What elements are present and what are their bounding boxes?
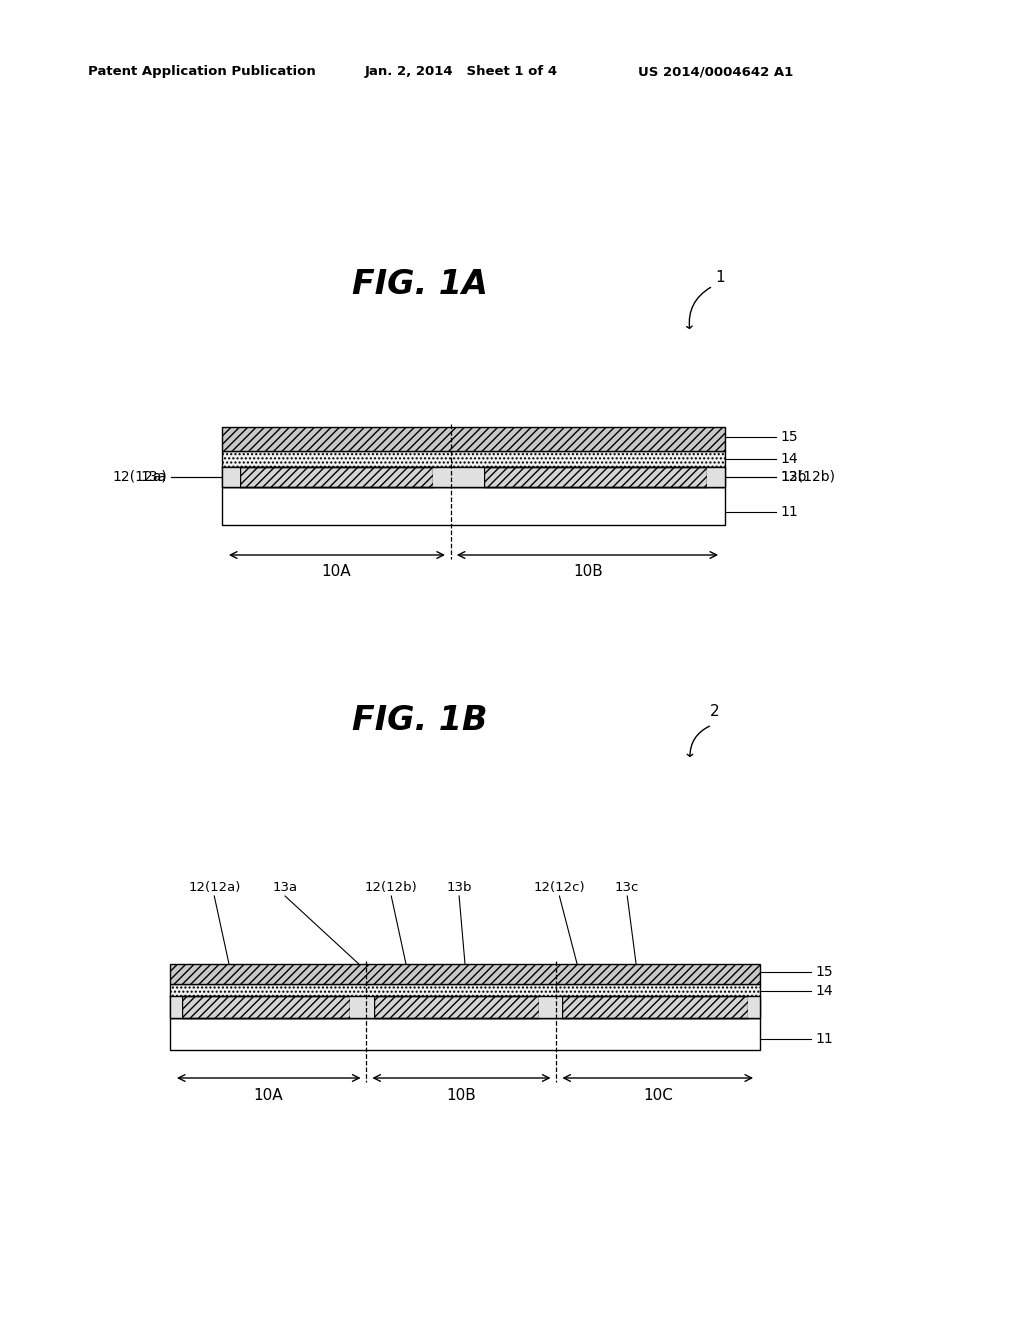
Bar [170,998,760,1018]
Text: 13b: 13b [446,880,472,894]
Text: 10B: 10B [573,565,603,579]
Bar [182,997,350,1018]
Bar [707,467,725,487]
Bar [170,997,182,1018]
Text: 15: 15 [780,429,798,444]
Text: 14: 14 [815,983,833,998]
Text: 12(12a): 12(12a) [113,470,167,484]
Text: 12(12c): 12(12c) [534,880,585,894]
Text: FIG. 1A: FIG. 1A [352,268,488,301]
Bar [222,467,240,487]
Text: FIG. 1B: FIG. 1B [352,704,487,737]
Bar [222,467,725,487]
Text: 14: 14 [780,451,798,466]
Text: 12(12b): 12(12b) [365,880,418,894]
Bar [222,426,725,451]
Bar [374,997,539,1018]
Bar [170,964,760,983]
Text: Patent Application Publication: Patent Application Publication [88,66,315,78]
Text: 15: 15 [815,965,833,979]
Text: 11: 11 [780,504,798,519]
Bar [350,997,374,1018]
Text: 10C: 10C [643,1088,673,1102]
Text: 11: 11 [815,1032,833,1045]
Text: 13c: 13c [615,880,639,894]
Text: 13a: 13a [272,880,298,894]
Text: Jan. 2, 2014   Sheet 1 of 4: Jan. 2, 2014 Sheet 1 of 4 [365,66,558,78]
Bar [222,451,725,467]
Text: 10A: 10A [322,565,351,579]
Bar [539,997,562,1018]
Text: 10B: 10B [446,1088,476,1102]
Text: 13b: 13b [780,470,807,484]
Bar [483,467,707,487]
Bar [433,467,483,487]
Text: 10A: 10A [253,1088,283,1102]
Text: 13a: 13a [140,470,167,484]
Bar [562,997,748,1018]
Bar [222,487,725,525]
Bar [170,1018,760,1049]
Text: US 2014/0004642 A1: US 2014/0004642 A1 [638,66,794,78]
Bar [240,467,433,487]
Text: 12(12b): 12(12b) [780,470,835,484]
Text: 12(12a): 12(12a) [188,880,241,894]
Text: 2: 2 [710,705,720,719]
Text: 1: 1 [715,271,725,285]
Bar [748,997,760,1018]
Bar [170,983,760,998]
